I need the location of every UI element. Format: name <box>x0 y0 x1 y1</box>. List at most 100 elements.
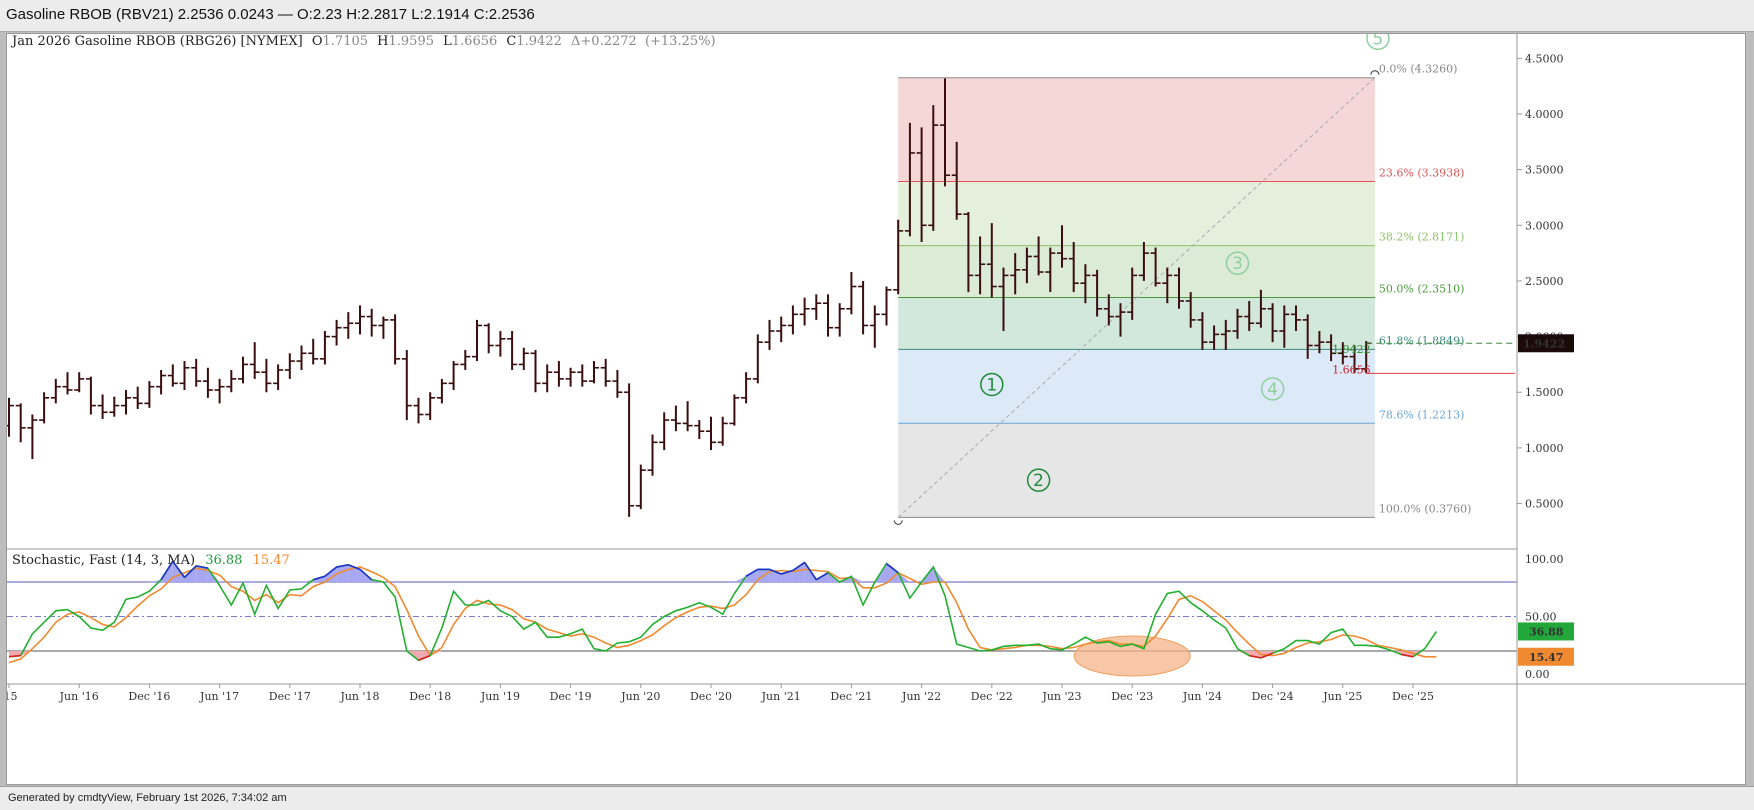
time-tick-label: Dec '18 <box>409 690 451 703</box>
time-tick-label: Dec '21 <box>830 690 872 703</box>
ohlc-bar <box>191 358 202 387</box>
ohlc-bar <box>495 331 506 357</box>
ohlc-bar <box>1138 241 1149 281</box>
price-legend: Jan 2026 Gasoline RBOB (RBG26) [NYMEX] O… <box>10 34 716 49</box>
ohlc-bar <box>121 390 131 415</box>
wave-circle <box>1260 377 1285 401</box>
time-tick-label: Dec '25 <box>1392 690 1434 703</box>
stoch-k-overbought-seg <box>745 568 759 577</box>
stoch-k-oversold-seg <box>418 654 431 661</box>
fib-anchor-high <box>1370 70 1380 75</box>
stoch-k-line <box>8 559 1438 662</box>
price-tick-label: 1.5000 <box>1525 386 1564 399</box>
stoch-overbought-fill <box>149 579 162 582</box>
time-tick-label: Jun '23 <box>1041 690 1081 703</box>
ohlc-bar <box>319 331 330 365</box>
stoch-k-oversold-seg <box>1260 652 1273 659</box>
time-axis[interactable]: '15 Jun '16 Dec '16 Jun '17 Dec '17 Jun '18 De… <box>7 684 1434 703</box>
chart-canvas[interactable]: 0.0% (4.3260) 23.6% (3.3938) 38.2% (2.8171… <box>7 34 1747 786</box>
stoch-k-overbought-seg <box>359 568 373 581</box>
stoch-k-overbought-seg <box>324 566 338 577</box>
stoch-k-overbought-seg <box>183 565 197 578</box>
stoch-highlight-ellipse <box>1073 635 1191 677</box>
ohlc-bar <box>916 127 927 242</box>
wave-circle <box>1366 34 1390 51</box>
stoch-overbought-fill <box>769 569 782 582</box>
wave-number: 2 <box>1033 471 1044 491</box>
ohlc-bar <box>834 303 845 337</box>
ohlc-bar <box>308 338 319 365</box>
price-tick-label: 1.0000 <box>1525 442 1564 455</box>
ohlc-bar <box>1127 267 1138 320</box>
ohlc-bar <box>1232 308 1243 339</box>
stoch-k-overbought-seg <box>196 565 209 569</box>
ohlc-bar <box>553 361 564 387</box>
wave-number: 5 <box>1372 34 1383 49</box>
ohlc-bar <box>472 319 482 362</box>
stoch-k-overbought-seg <box>348 564 361 571</box>
ohlc-bar <box>413 397 424 424</box>
price-axis[interactable]: 0.50001.00001.50002.00002.50003.00003.50… <box>1517 52 1574 511</box>
stoch-d-value: 15.47 <box>1529 651 1563 664</box>
ohlc-bar <box>331 319 342 346</box>
window-title-bar: Gasoline RBOB (RBV21) 2.2536 0.0243 — O:… <box>0 0 1754 32</box>
wave-circle <box>1026 468 1051 492</box>
ohlc-bar <box>998 267 1009 332</box>
chart-frame: 0.0% (4.3260) 23.6% (3.3938) 38.2% (2.8171… <box>6 33 1747 786</box>
stoch-oversold-fill <box>20 651 33 656</box>
ohlc-bar <box>425 392 436 421</box>
legend-open: 1.7105 <box>323 34 369 49</box>
stoch-legend-d: 15.47 <box>253 553 290 568</box>
legend-high-label: H <box>377 34 388 49</box>
fib-zone-1 <box>898 181 1375 246</box>
ohlc-bar <box>963 211 974 293</box>
fib-anchor-low <box>893 520 903 525</box>
time-tick-label: Jun '20 <box>620 690 660 703</box>
ohlc-bar <box>284 353 295 379</box>
ohlc-bar <box>238 356 248 384</box>
ohlc-bar <box>975 236 986 295</box>
ohlc-bar <box>1279 305 1290 348</box>
ohlc-bar <box>167 364 178 387</box>
ohlc-bar <box>776 316 787 343</box>
ohlc-bar <box>823 294 833 337</box>
ohlc-bar <box>858 280 869 335</box>
ohlc-bar <box>881 286 892 326</box>
stoch-k-overbought-seg <box>792 561 806 572</box>
ohlc-bar <box>1185 292 1196 328</box>
time-tick-label: Jun '16 <box>59 690 99 703</box>
stochastic-axis[interactable]: 0.00 50.00 100.00 36.88 15.47 <box>1518 553 1574 681</box>
legend-close-label: C <box>506 34 516 49</box>
ohlc-bar <box>214 378 225 404</box>
fib-level-label: 78.6% (1.2213) <box>1379 408 1465 421</box>
ohlc-bar <box>507 331 518 370</box>
legend-low: 1.6656 <box>452 34 498 49</box>
stoch-k-overbought-seg <box>769 568 782 575</box>
ohlc-bar <box>7 397 14 437</box>
ohlc-bar <box>904 122 915 237</box>
stoch-k-overbought-seg <box>312 575 326 581</box>
wave-circle <box>1225 251 1250 275</box>
stoch-k-oversold-seg <box>8 654 21 658</box>
fib-level-label: 0.0% (4.3260) <box>1379 63 1458 76</box>
ohlc-bar <box>612 369 623 398</box>
wave-number: 4 <box>1267 380 1278 400</box>
stoch-k-overbought-seg <box>336 563 349 568</box>
ohlc-bar <box>670 405 681 432</box>
ohlc-bar <box>226 369 237 393</box>
ohlc-bar <box>1255 289 1266 328</box>
ohlc-bar <box>401 349 412 421</box>
ohlc-bar <box>1045 247 1056 293</box>
ohlc-bar <box>74 372 85 393</box>
time-tick-label: Dec '22 <box>971 690 1013 703</box>
ohlc-bar <box>1162 267 1173 304</box>
ohlc-bar <box>1092 269 1103 317</box>
ohlc-bar <box>589 361 599 384</box>
ohlc-bar <box>355 305 365 335</box>
ohlc-bar <box>951 141 962 220</box>
ohlc-bar <box>647 434 658 476</box>
ohlc-bar <box>366 308 377 337</box>
wave-label-4: 4 <box>1260 377 1285 401</box>
legend-close: 1.9422 <box>516 34 562 49</box>
ohlc-bar <box>1326 334 1337 362</box>
